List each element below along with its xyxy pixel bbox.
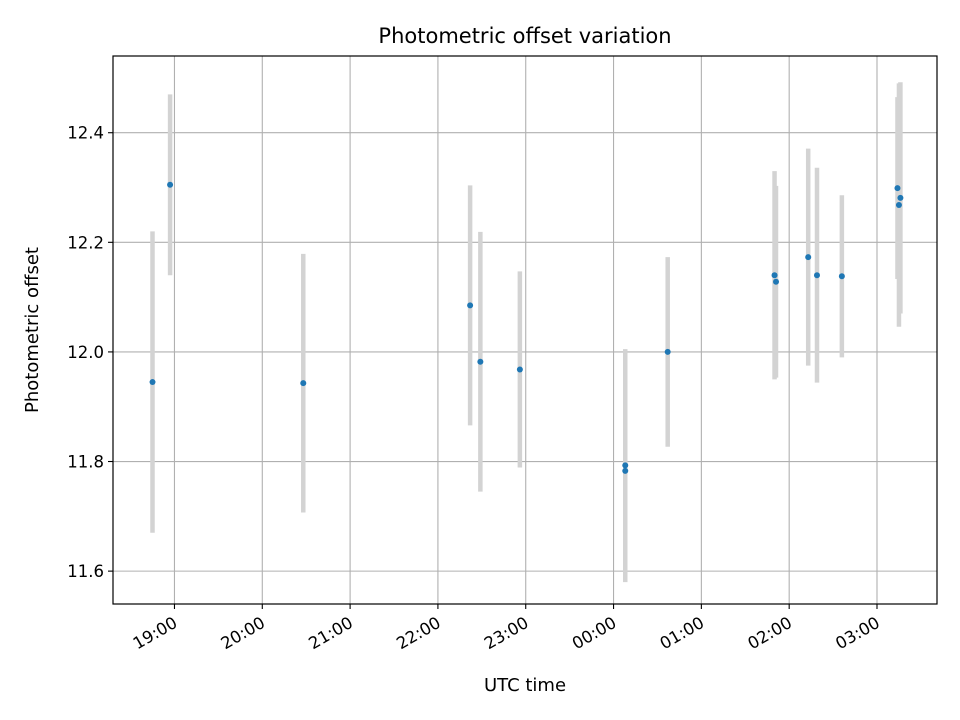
data-point <box>805 254 812 261</box>
data-point <box>467 302 474 309</box>
data-point <box>838 273 845 280</box>
x-tick-label: 03:00 <box>832 613 883 653</box>
data-point <box>167 181 174 188</box>
data-point <box>773 278 780 285</box>
y-tick-label: 12.0 <box>67 343 104 362</box>
data-point <box>622 467 629 474</box>
data-points <box>149 181 904 474</box>
data-point <box>664 348 671 355</box>
data-point <box>622 462 629 469</box>
data-point <box>149 379 156 386</box>
x-tick-label: 23:00 <box>481 613 532 653</box>
x-tick-label: 01:00 <box>657 613 708 653</box>
x-tick-label: 00:00 <box>569 613 620 653</box>
plot-frame <box>112 55 938 605</box>
data-point <box>894 185 901 192</box>
data-point <box>895 202 902 209</box>
data-point <box>897 194 904 201</box>
x-tick-label: 19:00 <box>130 613 181 653</box>
y-tick-label: 11.8 <box>67 453 104 472</box>
data-point <box>300 380 307 387</box>
chart-title: Photometric offset variation <box>378 24 671 48</box>
grid-lines <box>113 56 937 604</box>
data-point <box>771 272 778 279</box>
x-tick-label: 20:00 <box>218 613 269 653</box>
x-tick-label: 02:00 <box>744 613 795 653</box>
y-tick-label: 12.2 <box>67 233 104 252</box>
y-axis-ticks: 11.6 11.8 12.0 12.2 12.4 <box>67 124 113 581</box>
y-tick-label: 12.4 <box>67 124 104 143</box>
x-axis-label: UTC time <box>484 675 566 696</box>
y-axis-label: Photometric offset <box>22 247 43 413</box>
data-point <box>813 272 820 279</box>
data-point <box>477 358 484 365</box>
error-bars <box>150 82 903 583</box>
y-tick-label: 11.6 <box>67 562 104 581</box>
x-axis-ticks: 19:00 20:00 21:00 22:00 23:00 00:00 01:00 02:00… <box>130 604 883 653</box>
data-point <box>516 366 523 373</box>
x-tick-label: 22:00 <box>393 613 444 653</box>
x-tick-label: 21:00 <box>305 613 356 653</box>
